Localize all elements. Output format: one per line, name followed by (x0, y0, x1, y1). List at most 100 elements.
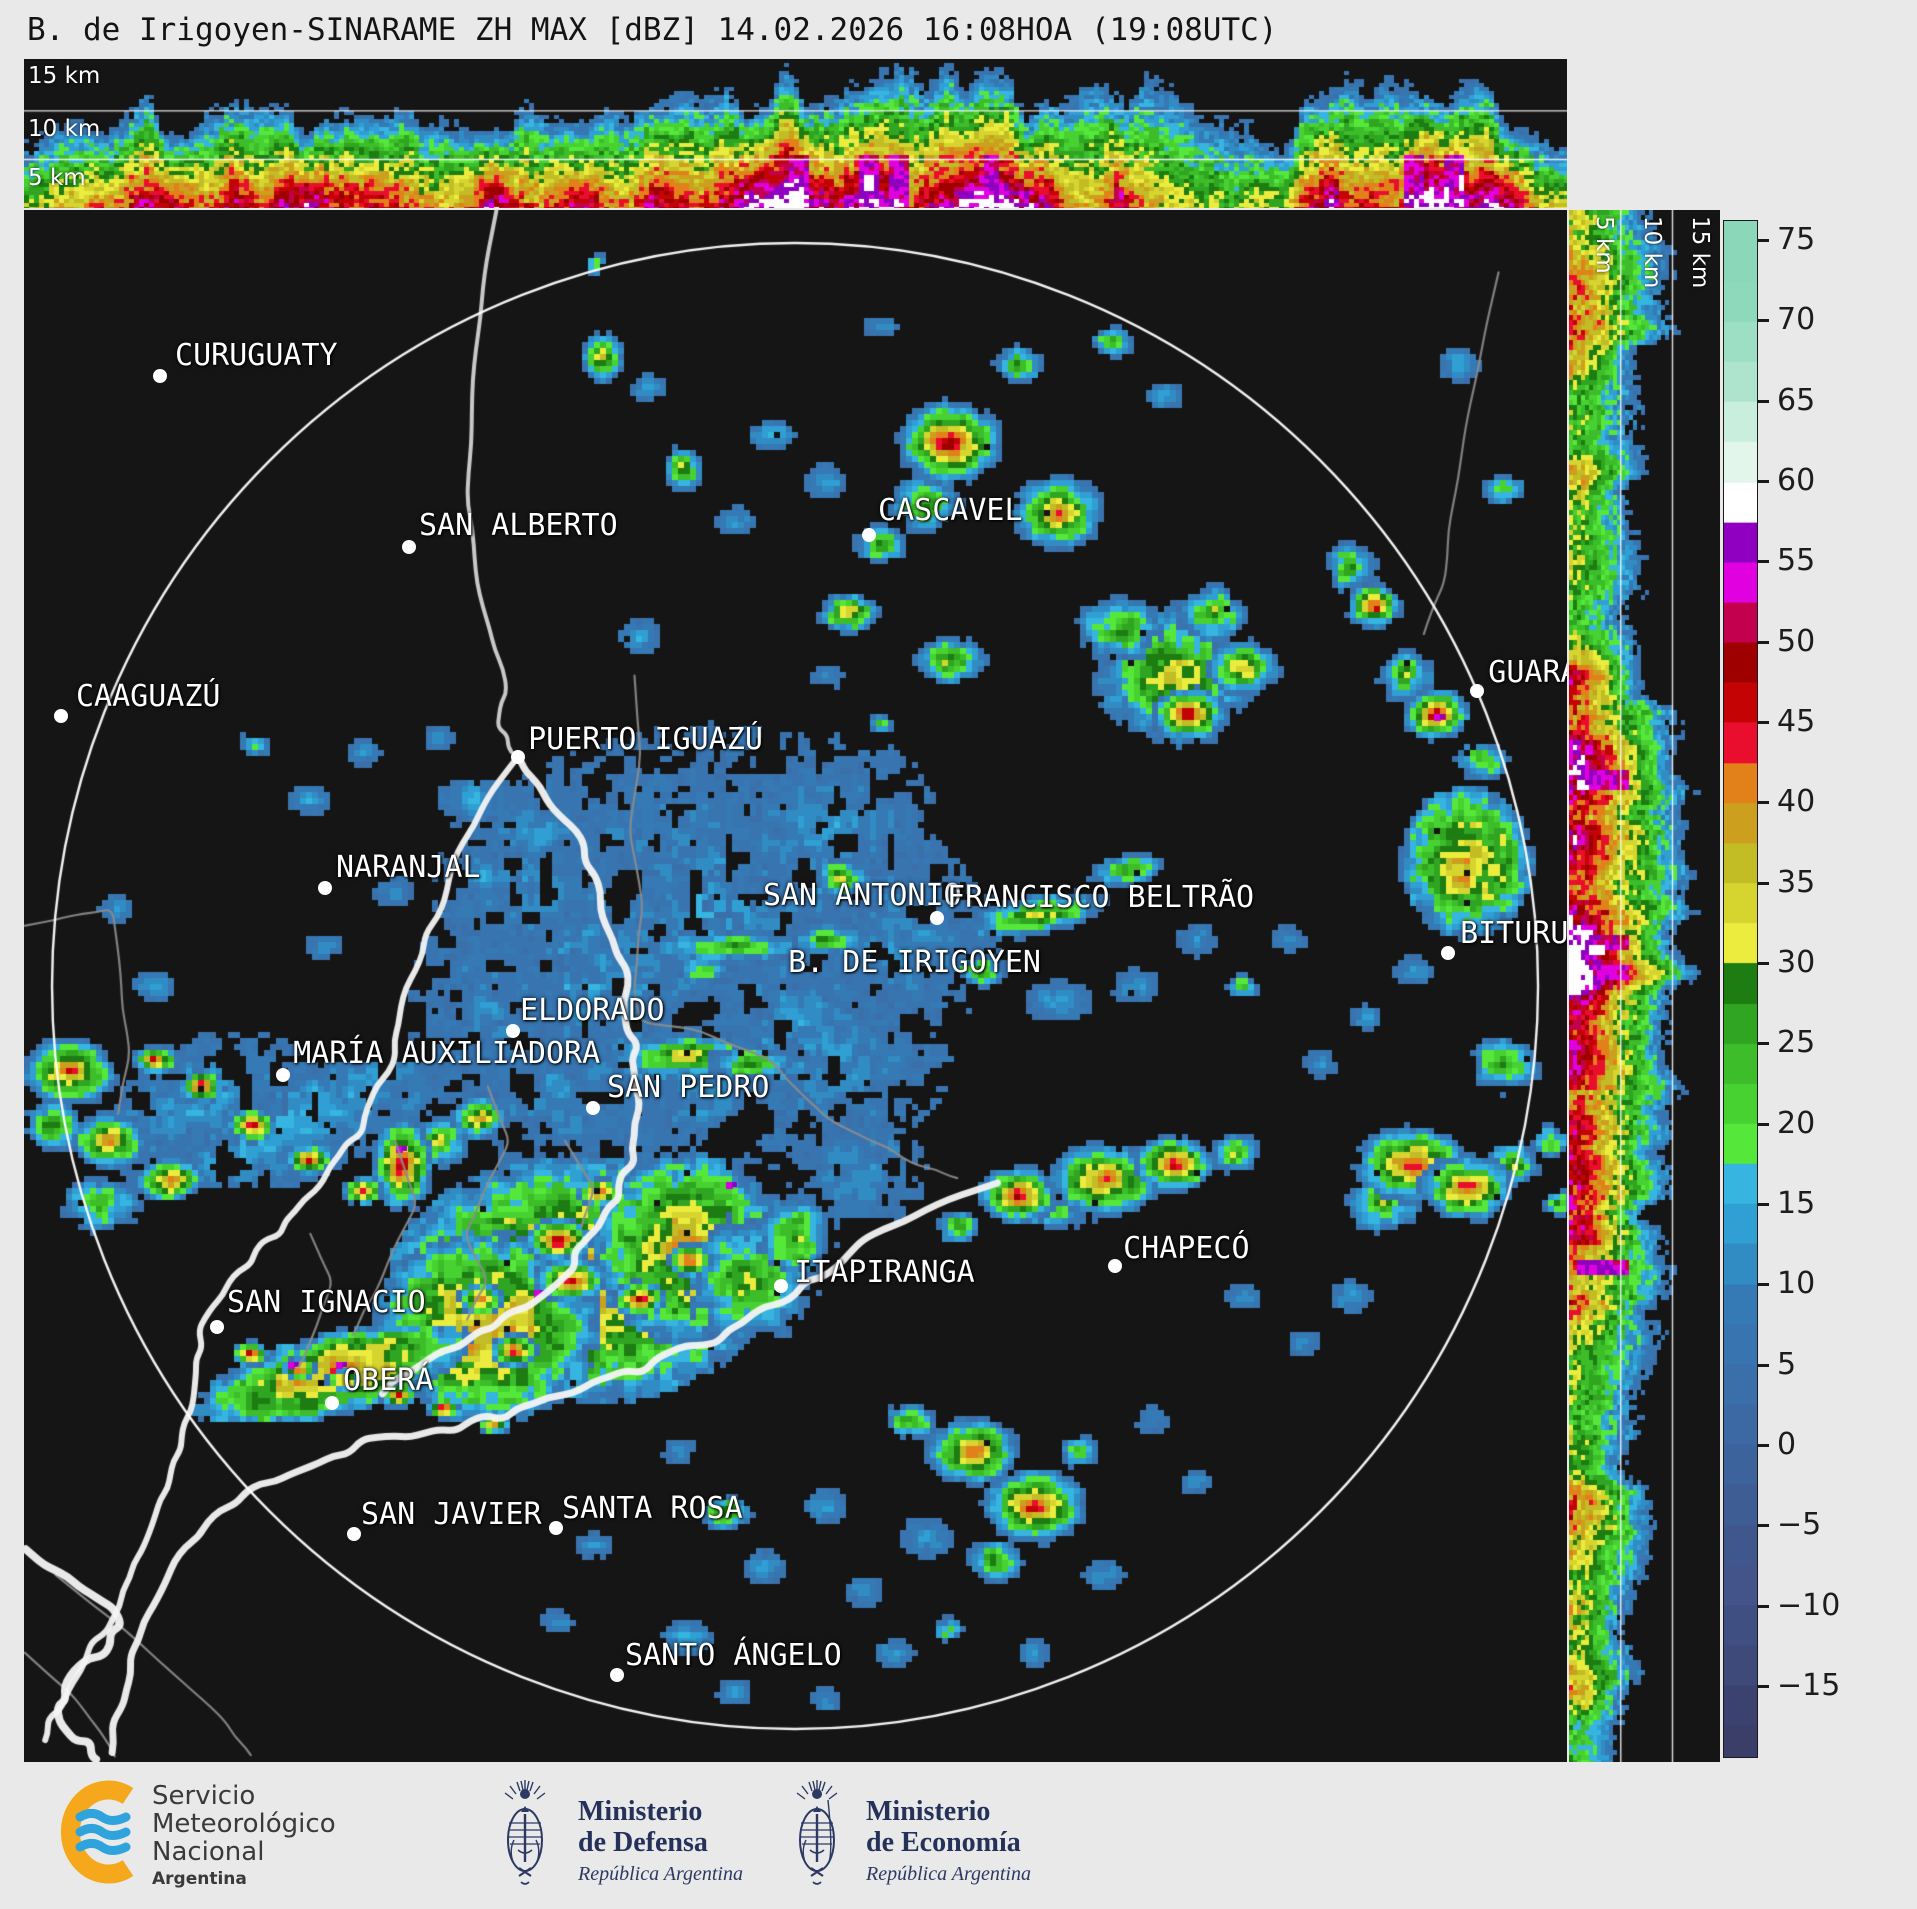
city-label-puerto-iguaz-: PUERTO IGUAZÚ (528, 722, 763, 758)
city-dot-caaguaz- (54, 708, 69, 723)
colorbar-tick-10 (1758, 1283, 1769, 1287)
economia-line-3: República Argentina (866, 1863, 1031, 1885)
colorbar-tick-70 (1758, 319, 1769, 323)
colorbar-label--15: −15 (1777, 1667, 1841, 1703)
colorbar-label-5: 5 (1777, 1346, 1797, 1382)
city-dot-naranjal (318, 881, 333, 896)
colorbar-label-45: 45 (1777, 703, 1816, 739)
city-dot-san-ignacio (210, 1319, 225, 1334)
city-dot-san-javier (347, 1527, 362, 1541)
city-dot-ober- (324, 1396, 339, 1411)
colorbar-label-75: 75 (1777, 221, 1816, 257)
city-label-naranjal: NARANJAL (335, 849, 481, 885)
colorbar-tick-75 (1758, 239, 1769, 242)
height-label-10km-right: 10 km (1639, 216, 1665, 289)
colorbar-tick-20 (1758, 1122, 1769, 1126)
economia-wordmark: Ministerio de Economía República Argenti… (866, 1796, 1031, 1886)
smn-line-2: Meteorológico (152, 1809, 336, 1839)
height-label-5km: 5 km (28, 165, 86, 191)
colorbar-tick--5 (1758, 1524, 1769, 1528)
colorbar-label-20: 20 (1777, 1105, 1816, 1141)
height-label-15km: 15 km (28, 63, 101, 89)
colorbar-tick-5 (1758, 1363, 1769, 1367)
colorbar-tick-15 (1758, 1202, 1769, 1206)
colorbar-tick-65 (1758, 399, 1769, 403)
city-dot-francisco-beltr-o (929, 911, 944, 926)
colorbar-label-30: 30 (1777, 944, 1816, 980)
city-dot-santo-ngelo (609, 1667, 624, 1682)
colorbar-tick-40 (1758, 801, 1769, 805)
city-label-santa-rosa: SANTA ROSA (562, 1490, 743, 1526)
cross-section-right-panel: 5 km 10 km 15 km (1569, 210, 1720, 1762)
colorbar-tick-50 (1758, 640, 1769, 644)
defensa-line-2: de Defensa (578, 1827, 708, 1858)
city-dot-san-alberto (401, 539, 416, 554)
height-label-10km: 10 km (28, 116, 101, 142)
dbz-colorbar (1723, 220, 1758, 1758)
colorbar-label-60: 60 (1777, 462, 1816, 498)
defensa-coat-of-arms-icon (504, 1780, 546, 1885)
city-label-san-pedro: SAN PEDRO (606, 1070, 770, 1106)
city-label-francisco-beltr-o: FRANCISCO BELTRÃO (947, 879, 1255, 915)
colorbar-label-50: 50 (1777, 623, 1816, 659)
city-dot-puerto-iguaz- (511, 749, 526, 764)
defensa-wordmark: Ministerio de Defensa República Argentin… (578, 1796, 743, 1886)
city-label-chapec-: CHAPECÓ (1123, 1230, 1250, 1266)
city-dot-san-pedro (586, 1100, 601, 1115)
colorbar-tick-30 (1758, 961, 1769, 965)
colorbar-label-55: 55 (1777, 543, 1816, 579)
city-label-eldorado: ELDORADO (520, 993, 665, 1029)
colorbar-tick-60 (1758, 479, 1769, 483)
colorbar-label-25: 25 (1777, 1025, 1816, 1061)
city-dot-santa-rosa (549, 1520, 564, 1535)
city-label-curuguaty: CURUGUATY (175, 337, 338, 373)
colorbar-tick--10 (1758, 1604, 1769, 1608)
colorbar-label-70: 70 (1777, 302, 1816, 338)
city-label-san-alberto: SAN ALBERTO (419, 508, 618, 544)
colorbar-tick--15 (1758, 1684, 1769, 1688)
colorbar-tick-45 (1758, 720, 1769, 724)
city-dot-mar-a-auxiliadora (276, 1067, 291, 1082)
radar-map-canvas (24, 210, 1567, 1762)
city-dot-cascavel (861, 527, 876, 542)
city-label-b-de-irigoyen: B. DE IRIGOYEN (788, 944, 1041, 980)
colorbar-label-65: 65 (1777, 382, 1816, 418)
defensa-line-3: República Argentina (578, 1863, 743, 1885)
cross-section-top-canvas (24, 59, 1567, 208)
height-label-15km-right: 15 km (1687, 216, 1713, 289)
city-label-san-javier: SAN JAVIER (360, 1496, 542, 1532)
city-dot-chapec- (1108, 1258, 1123, 1273)
city-label-san-antonio: SAN ANTONIO (762, 877, 962, 913)
smn-line-3: Nacional (152, 1837, 265, 1867)
city-label-san-ignacio: SAN IGNACIO (227, 1284, 426, 1320)
city-label-santo-ngelo: SANTO ÁNGELO (624, 1637, 842, 1673)
colorbar-label--5: −5 (1777, 1507, 1822, 1543)
city-label-bituru: BITURU (1460, 916, 1567, 952)
colorbar-tick-55 (1758, 560, 1769, 564)
city-label-itapiranga: ITAPIRANGA (794, 1255, 975, 1291)
smn-line-1: Servicio (152, 1781, 256, 1811)
economia-line-1: Ministerio (866, 1796, 991, 1827)
city-label-ober-: OBERÁ (343, 1363, 434, 1399)
smn-logo-icon (61, 1780, 134, 1884)
colorbar-label--10: −10 (1777, 1587, 1841, 1623)
city-dot-eldorado (505, 1024, 520, 1038)
colorbar-tick-35 (1758, 881, 1769, 885)
colorbar-label-10: 10 (1777, 1266, 1816, 1302)
colorbar-tick-25 (1758, 1042, 1769, 1046)
city-label-guara: GUARA (1488, 655, 1567, 691)
colorbar-label-0: 0 (1777, 1426, 1797, 1462)
colorbar-label-15: 15 (1777, 1185, 1816, 1221)
smn-line-4: Argentina (152, 1869, 247, 1889)
smn-wordmark: Servicio Meteorológico Nacional Argentin… (152, 1782, 336, 1889)
height-label-5km-right: 5 km (1591, 216, 1617, 274)
city-label-caaguaz-: CAAGUAZÚ (75, 678, 221, 714)
city-dot-guara (1470, 683, 1485, 698)
city-dot-bituru (1441, 946, 1456, 961)
defensa-line-1: Ministerio (578, 1796, 703, 1827)
economia-coat-of-arms-icon (796, 1780, 838, 1885)
cross-section-top-panel: 15 km 10 km 5 km (24, 59, 1567, 208)
economia-line-2: de Economía (866, 1827, 1021, 1858)
radar-map-panel: CURUGUATY SAN ALBERTO CAAGUAZÚ PUERTO IGUAZ… (24, 210, 1567, 1762)
